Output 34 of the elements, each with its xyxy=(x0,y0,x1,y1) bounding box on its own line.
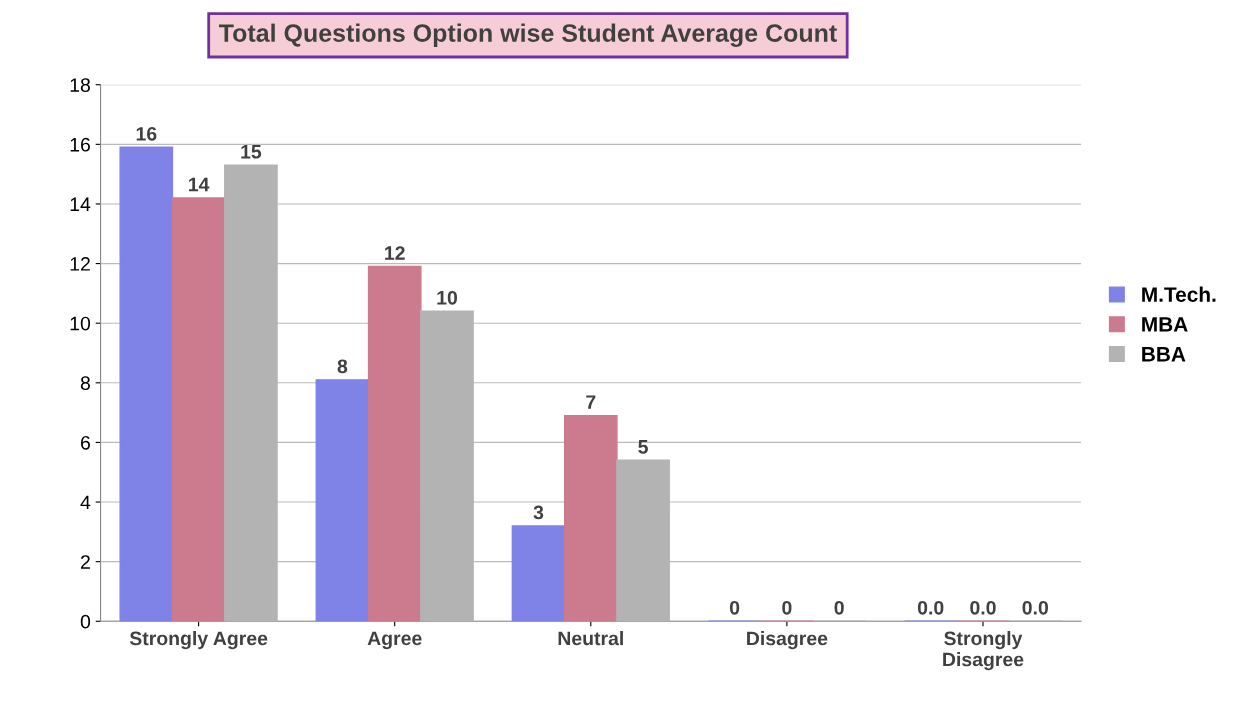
x-tick-label: Strongly Agree xyxy=(129,631,268,650)
data-label: 8 xyxy=(337,359,348,374)
y-tick-label: 4 xyxy=(80,495,91,510)
data-label: 15 xyxy=(241,145,262,159)
data-label: 5 xyxy=(638,440,648,454)
data-label: 0 xyxy=(729,600,740,615)
data-label: 0.0 xyxy=(917,600,944,615)
data-label: 0 xyxy=(834,600,844,615)
legend-label: MBA xyxy=(1142,317,1188,332)
data-label: 10 xyxy=(437,290,458,305)
x-tick-label: Disagree xyxy=(747,631,828,650)
x-tick-label: Neutral xyxy=(558,631,623,646)
data-label: 0.0 xyxy=(1022,600,1048,615)
y-tick-label: 16 xyxy=(70,137,90,152)
legend-label: M.Tech. xyxy=(1142,286,1216,302)
y-tick-label: 6 xyxy=(81,435,90,450)
y-tick-label: 0 xyxy=(80,614,91,629)
chart-title: Total Questions Option wise Student Average Count xyxy=(218,23,837,48)
y-tick-label: 14 xyxy=(70,197,91,211)
y-tick-label: 18 xyxy=(70,78,90,92)
x-tick-label: Agree xyxy=(367,631,422,650)
legend-label: BBA xyxy=(1142,347,1186,362)
data-label: 16 xyxy=(136,126,157,141)
data-label: 0.0 xyxy=(970,600,996,615)
x-tick-label: Strongly Disagree xyxy=(943,631,1024,671)
data-label: 3 xyxy=(533,505,544,520)
data-label: 0 xyxy=(782,600,792,615)
y-tick-label: 12 xyxy=(70,257,90,271)
data-label: 14 xyxy=(189,177,210,192)
data-label: 7 xyxy=(586,395,596,409)
y-tick-label: 10 xyxy=(70,316,91,331)
y-tick-label: 8 xyxy=(80,376,90,391)
data-label: 12 xyxy=(385,246,405,260)
y-tick-label: 2 xyxy=(81,555,90,569)
